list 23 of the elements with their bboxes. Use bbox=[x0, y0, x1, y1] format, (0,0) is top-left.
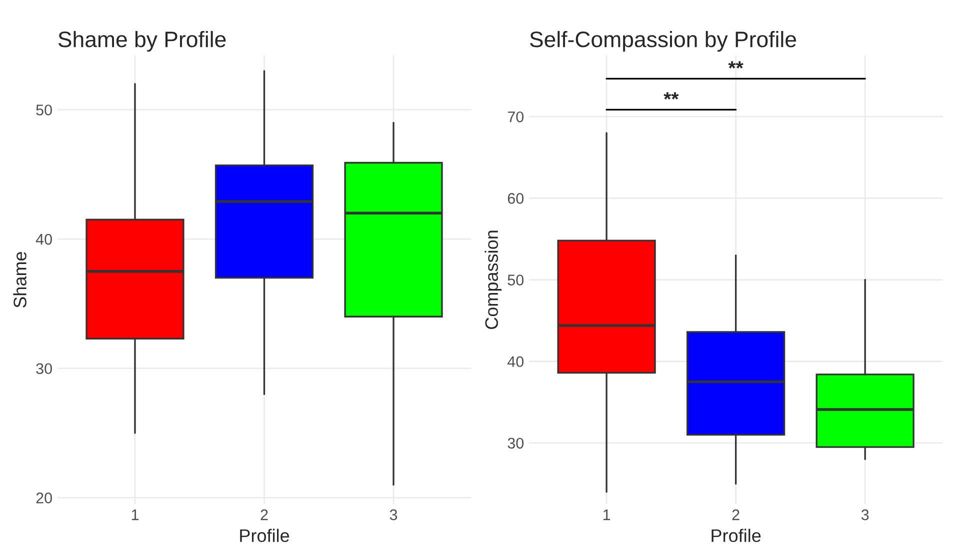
chart-title: Self-Compassion by Profile bbox=[530, 30, 796, 52]
y-tick-label: 50 bbox=[36, 104, 52, 116]
x-tick-label: 1 bbox=[603, 510, 610, 520]
x-axis-title: Profile bbox=[240, 528, 290, 542]
y-tick-label: 60 bbox=[508, 193, 524, 204]
x-tick-label: 2 bbox=[732, 509, 740, 520]
x-tick-label: 2 bbox=[260, 509, 268, 520]
x-tick-label: 3 bbox=[390, 509, 398, 520]
y-tick-label: 70 bbox=[508, 111, 524, 122]
y-tick-label: 40 bbox=[507, 356, 524, 368]
annotation: ** bbox=[728, 61, 744, 68]
y-axis-title: Compassion bbox=[484, 230, 502, 330]
annotation: ** bbox=[664, 92, 679, 100]
y-tick-label: 30 bbox=[508, 438, 524, 449]
x-tick-label: 1 bbox=[132, 510, 138, 520]
x-axis-title: Profile bbox=[712, 528, 761, 542]
y-axis-title: Shame bbox=[13, 252, 26, 308]
chart-title: Shame by Profile bbox=[58, 30, 226, 52]
y-tick-label: 20 bbox=[36, 492, 52, 504]
y-tick-label: 30 bbox=[36, 363, 52, 374]
x-tick-label: 3 bbox=[861, 509, 869, 520]
y-tick-label: 40 bbox=[36, 234, 52, 245]
y-tick-label: 50 bbox=[508, 274, 524, 286]
